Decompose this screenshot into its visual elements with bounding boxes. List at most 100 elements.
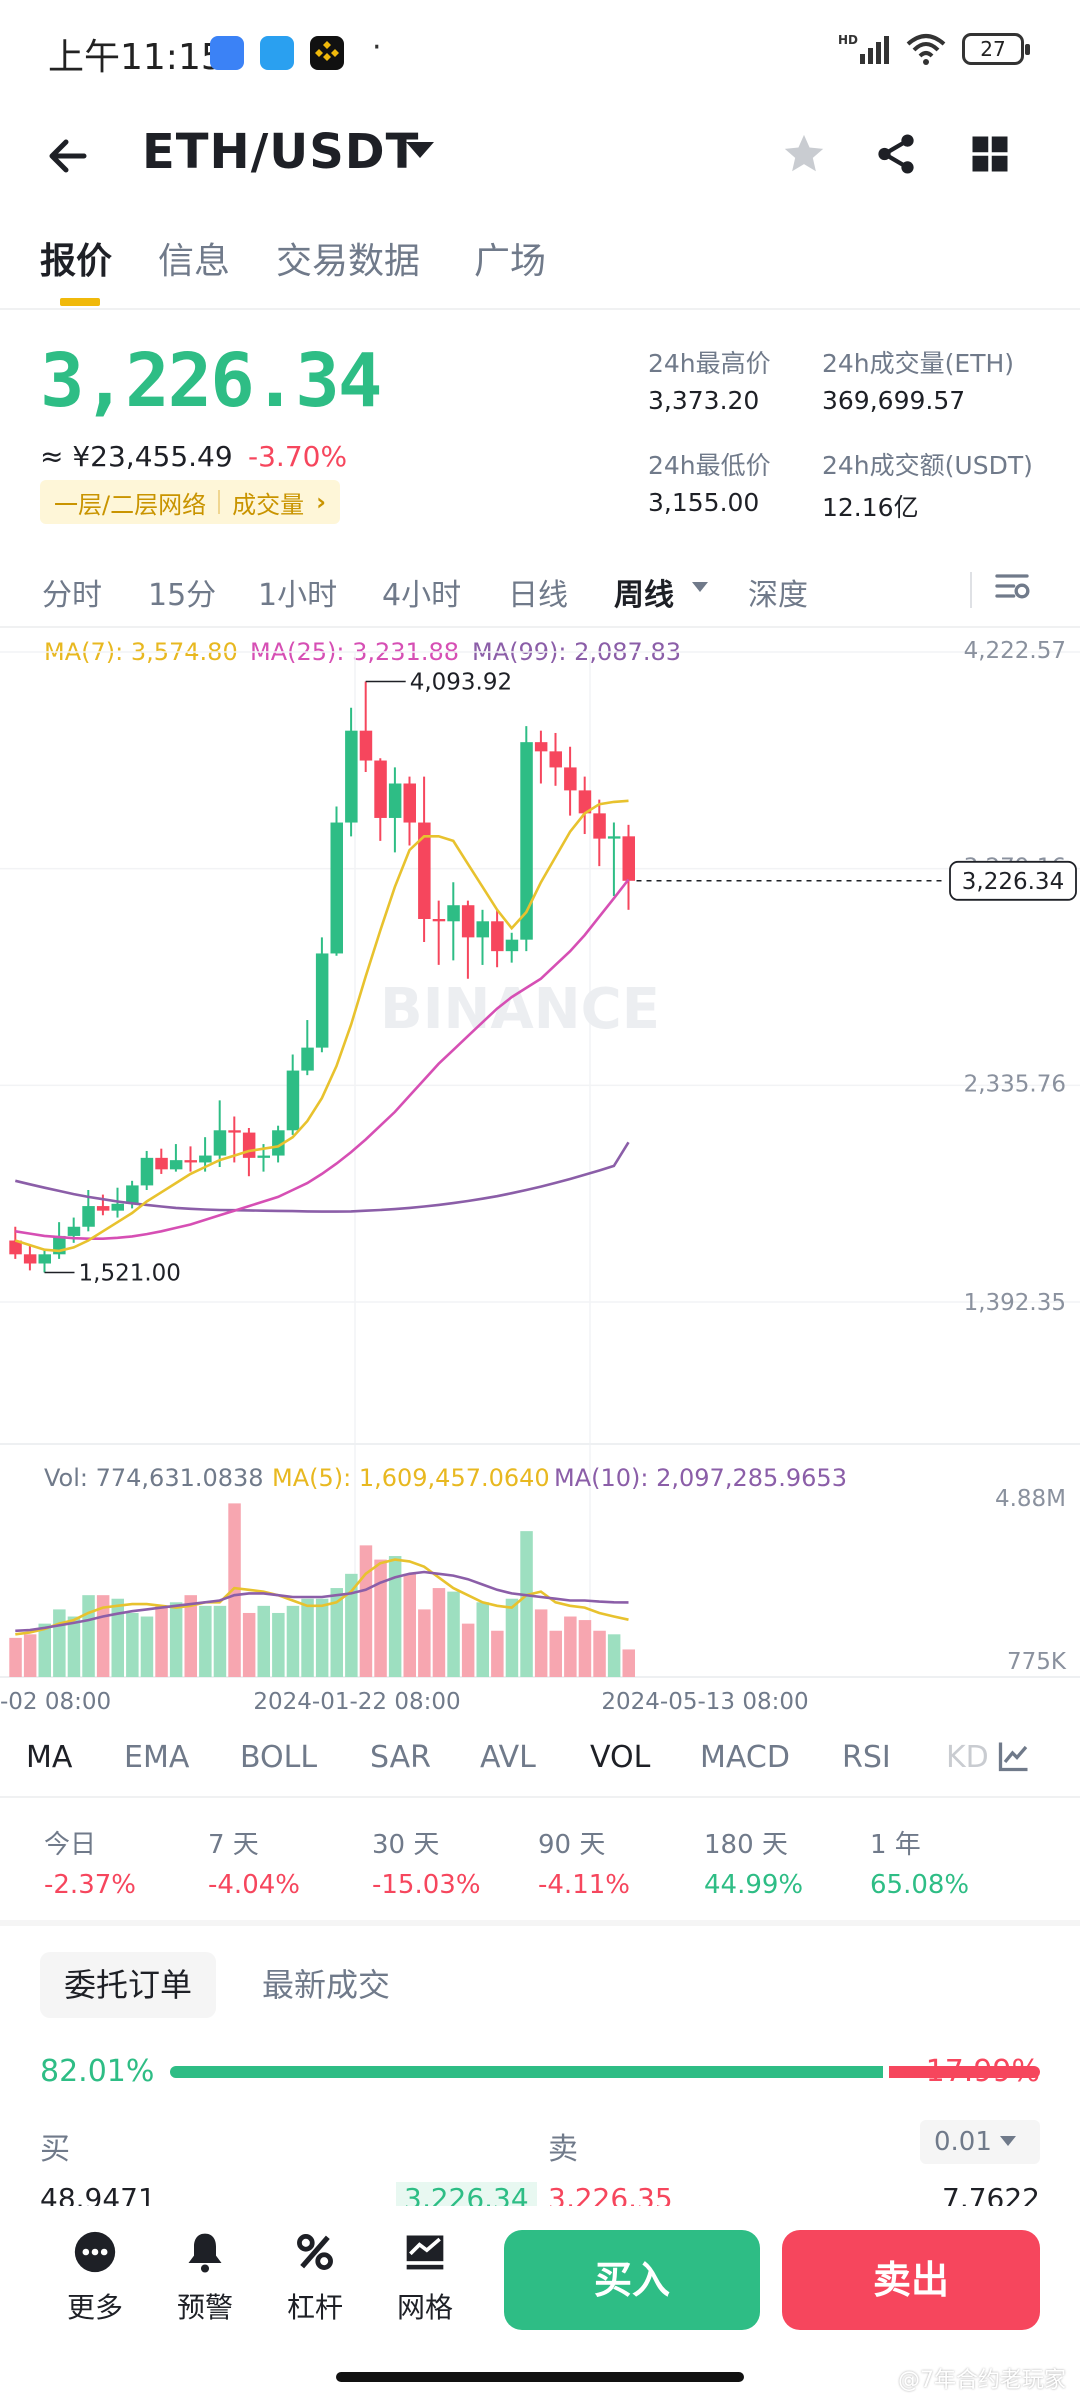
- candle-body: [111, 1203, 124, 1211]
- pair-title[interactable]: ETH/USDT: [142, 124, 420, 180]
- volume-bar: [418, 1609, 431, 1677]
- nav-alert[interactable]: 预警: [160, 2230, 250, 2326]
- candle-body: [330, 822, 343, 954]
- notification-app-icon: [210, 36, 244, 70]
- candle-body: [432, 919, 446, 922]
- volume-bar: [111, 1598, 124, 1677]
- indicator-boll[interactable]: BOLL: [240, 1740, 318, 1775]
- sell-ratio-bar: [889, 2066, 1040, 2078]
- chart-watermark: BINANCE: [380, 977, 660, 1042]
- candle-body: [578, 790, 592, 814]
- tab-quote[interactable]: 报价: [40, 241, 113, 282]
- layout-button[interactable]: [962, 126, 1018, 182]
- divider: [0, 1796, 1080, 1798]
- nav-leverage[interactable]: 杠杆: [270, 2230, 360, 2326]
- stat-low-label: 24h最低价: [648, 451, 771, 480]
- wifi-icon: [906, 34, 946, 65]
- tab-latest-trades[interactable]: 最新成交: [262, 1966, 391, 2004]
- volume-bar: [461, 1623, 475, 1677]
- interval-timeshare[interactable]: 分时: [42, 578, 102, 613]
- interval-depth[interactable]: 深度: [748, 578, 808, 613]
- volume-bar: [257, 1605, 270, 1677]
- nav-more[interactable]: 更多: [50, 2230, 140, 2326]
- volume-bar: [578, 1620, 592, 1677]
- buy-column-header: 买: [40, 2132, 70, 2167]
- sell-column-header: 卖: [548, 2132, 578, 2167]
- tag-network[interactable]: 一层/二层网络: [54, 490, 207, 519]
- candle-body: [38, 1254, 51, 1264]
- indicator-sar[interactable]: SAR: [370, 1740, 431, 1775]
- volume-bar: [388, 1556, 402, 1677]
- candle-body: [96, 1206, 110, 1211]
- candle-body: [549, 751, 562, 768]
- perf-value-180d: 44.99%: [704, 1870, 804, 1900]
- interval-1w[interactable]: 周线: [614, 578, 674, 613]
- candle-body: [593, 813, 606, 839]
- interval-1d[interactable]: 日线: [508, 578, 568, 613]
- perf-value-30d: -15.03%: [372, 1870, 481, 1900]
- candle-body: [418, 822, 431, 920]
- ma7-line: [14, 799, 629, 1253]
- volume-bar: [564, 1616, 577, 1677]
- indicator-rsi[interactable]: RSI: [842, 1740, 891, 1775]
- buy-button[interactable]: 买入: [504, 2230, 760, 2330]
- pair-dropdown-caret-icon[interactable]: [406, 142, 434, 158]
- volume-bar: [199, 1605, 212, 1677]
- cny-price: ≈ ¥23,455.49: [40, 440, 233, 473]
- x-axis-tick-label: 2024-01-22 08:00: [253, 1689, 460, 1715]
- volume-bar: [67, 1616, 81, 1677]
- candle-body: [564, 767, 577, 791]
- volume-bar: [140, 1616, 154, 1677]
- volume-bar: [272, 1612, 285, 1677]
- indicator-ema[interactable]: EMA: [124, 1740, 190, 1775]
- candle-body: [228, 1130, 241, 1133]
- indicator-ma[interactable]: MA: [26, 1740, 73, 1775]
- chart-settings-button[interactable]: [992, 566, 1032, 610]
- tab-square[interactable]: 广场: [474, 241, 547, 282]
- nav-grid[interactable]: 网格: [380, 2230, 470, 2326]
- volume-bar: [476, 1602, 489, 1677]
- indicator-macd[interactable]: MACD: [700, 1740, 790, 1775]
- volume-bar: [447, 1591, 460, 1677]
- back-button[interactable]: [44, 128, 100, 184]
- tab-order-book[interactable]: 委托订单: [40, 1952, 217, 2018]
- interval-4h[interactable]: 4小时: [382, 578, 462, 613]
- volume-bar: [301, 1598, 314, 1677]
- indicator-avl[interactable]: AVL: [480, 1740, 536, 1775]
- indicator-settings-button[interactable]: [996, 1738, 1032, 1778]
- volume-bar: [213, 1605, 227, 1677]
- tab-info[interactable]: 信息: [158, 241, 231, 282]
- tab-trade-data[interactable]: 交易数据: [276, 241, 421, 282]
- grid-icon: [972, 136, 1008, 172]
- candle-body: [9, 1240, 22, 1255]
- bid-price: 3,226.34: [396, 2182, 537, 2206]
- precision-caret-icon[interactable]: [1000, 2136, 1016, 2146]
- volume-bar: [315, 1598, 329, 1677]
- volume-bar: [38, 1623, 51, 1677]
- ask-qty: 7.7622: [942, 2182, 1040, 2206]
- precision-select[interactable]: 0.01: [920, 2120, 1040, 2164]
- active-tab-indicator: [60, 298, 100, 306]
- last-price: 3,226.34: [40, 338, 382, 424]
- share-button[interactable]: [868, 126, 924, 182]
- indicator-vol[interactable]: VOL: [590, 1740, 651, 1775]
- interval-dropdown-caret-icon[interactable]: [692, 582, 708, 592]
- divider: [0, 308, 1080, 310]
- interval-15m[interactable]: 15分: [148, 578, 217, 613]
- sell-button[interactable]: 卖出: [782, 2230, 1040, 2330]
- candle-body: [23, 1254, 37, 1264]
- tag-volume[interactable]: 成交量: [232, 490, 305, 519]
- candle-body: [286, 1070, 300, 1131]
- interval-1h[interactable]: 1小时: [258, 578, 338, 613]
- min-price-label: 1,521.00: [79, 1260, 181, 1286]
- tag-row[interactable]: 一层/二层网络 成交量 ›: [40, 480, 340, 524]
- indicator-kd[interactable]: KD: [946, 1740, 989, 1775]
- volume-bar: [607, 1634, 621, 1677]
- favorite-button[interactable]: [776, 126, 832, 182]
- home-indicator[interactable]: [336, 2372, 744, 2382]
- candle-body: [184, 1160, 197, 1163]
- legend-vol: Vol: 774,631.0838: [44, 1464, 264, 1492]
- chart-settings-icon: [995, 574, 1030, 599]
- volume-bar: [82, 1595, 95, 1677]
- candlestick-chart[interactable]: BINANCE4,222.573,279.162,335.761,392.354…: [0, 632, 1080, 1722]
